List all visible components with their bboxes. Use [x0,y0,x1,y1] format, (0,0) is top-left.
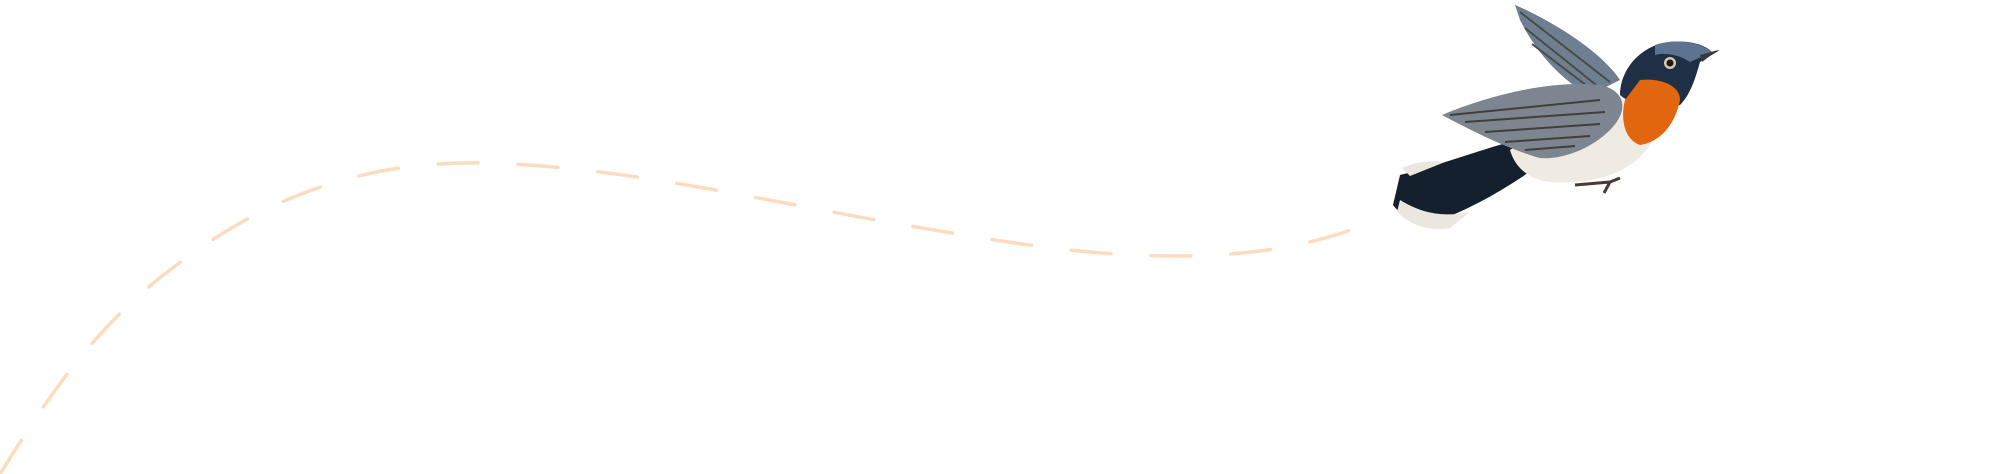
bird-icon [1393,5,1720,230]
dashed-flight-path [0,161,1380,474]
